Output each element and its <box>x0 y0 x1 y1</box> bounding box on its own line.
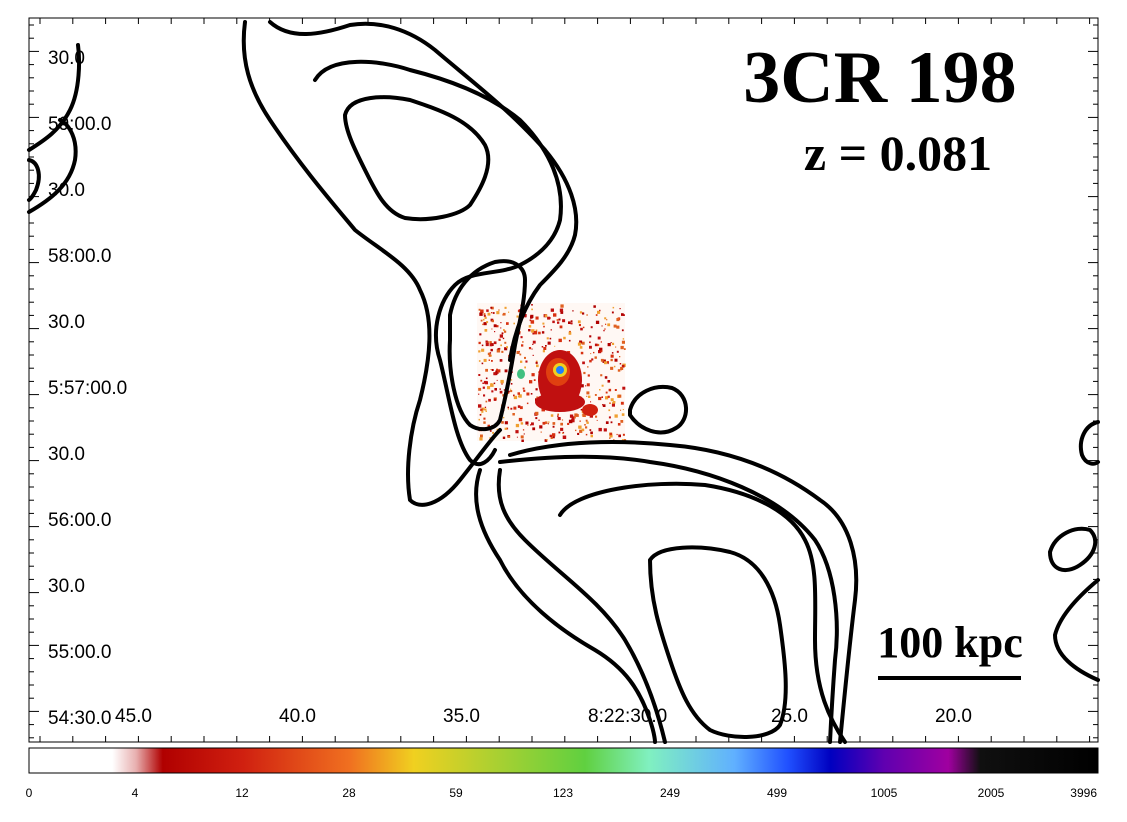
dec-tick-label: 30.0 <box>48 180 85 201</box>
dec-tick-label: 30.0 <box>48 48 85 69</box>
redshift-label: z = 0.081 <box>804 125 992 181</box>
colorbar-label: 12 <box>235 786 249 800</box>
dec-axis-labels: 30.0 59:00.0 30.0 58:00.0 30.0 5:57:00.0… <box>48 48 127 729</box>
dec-tick-label: 58:00.0 <box>48 246 111 267</box>
dec-tick-label: 56:00.0 <box>48 510 111 531</box>
frame-ticks <box>29 18 1098 742</box>
colorbar <box>28 747 1099 774</box>
plot-frame <box>28 17 1099 743</box>
ra-tick-label: 20.0 <box>935 706 972 727</box>
colorbar-label: 1005 <box>871 786 898 800</box>
colorbar-label: 0 <box>26 786 33 800</box>
colorbar-label: 3996 <box>1070 786 1097 800</box>
colorbar-label: 28 <box>342 786 356 800</box>
ra-axis-labels: 45.0 40.0 35.0 8:22:30.0 25.0 20.0 <box>115 706 972 727</box>
optical-image-patch <box>477 303 627 443</box>
dec-tick-label: 59:00.0 <box>48 114 111 135</box>
dec-tick-label: 54:30.0 <box>48 708 111 729</box>
dec-tick-label: 55:00.0 <box>48 642 111 663</box>
ra-tick-label: 25.0 <box>771 706 808 727</box>
scale-bar-label: 100 kpc <box>877 618 1022 667</box>
ra-tick-label: 40.0 <box>279 706 316 727</box>
dec-tick-label: 30.0 <box>48 576 85 597</box>
colorbar-label: 2005 <box>978 786 1005 800</box>
object-name: 3CR 198 <box>743 37 1016 119</box>
colorbar-label: 249 <box>660 786 680 800</box>
ra-tick-label: 45.0 <box>115 706 152 727</box>
ra-tick-label: 35.0 <box>443 706 480 727</box>
ra-tick-label: 8:22:30.0 <box>588 706 667 727</box>
dec-tick-label: 30.0 <box>48 312 85 333</box>
colorbar-labels: 0 4 12 28 59 123 249 499 1005 2005 3996 <box>26 786 1098 800</box>
dec-tick-label: 30.0 <box>48 444 85 465</box>
radio-contours <box>27 20 1100 744</box>
colorbar-label: 499 <box>767 786 787 800</box>
colorbar-label: 123 <box>553 786 573 800</box>
colorbar-label: 59 <box>449 786 463 800</box>
colorbar-label: 4 <box>132 786 139 800</box>
dec-tick-label: 5:57:00.0 <box>48 378 127 399</box>
